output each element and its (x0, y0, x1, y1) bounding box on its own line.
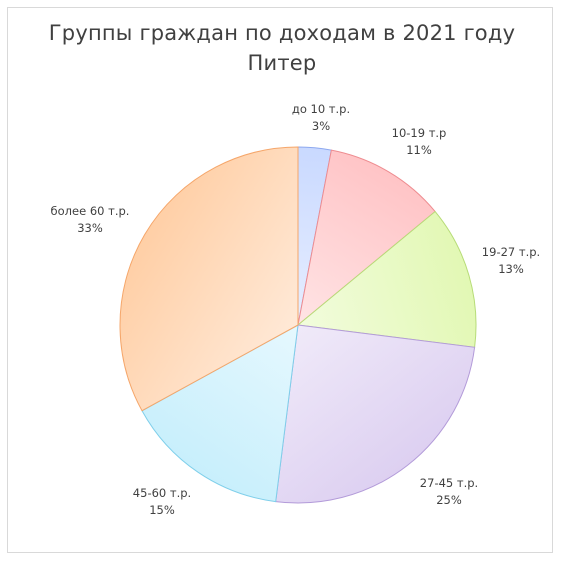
slice-value-label: 15% (149, 503, 175, 517)
slice-category-label: до 10 т.р. (291, 102, 351, 116)
slice-category-label: 10-19 т.р (391, 126, 447, 140)
pie-slice-5 (141, 324, 299, 503)
chart-title: Группы граждан по доходам в 2021 году Пи… (0, 18, 564, 78)
slice-label-3: 19-27 т.р. 13% (482, 244, 540, 278)
slice-category-label: более 60 т.р. (50, 204, 130, 218)
pie-slice-4 (275, 324, 476, 504)
slice-value-label: 25% (436, 493, 462, 507)
slice-category-label: 27-45 т.р. (419, 476, 479, 490)
chart-subtitle: Питер (247, 51, 317, 75)
slice-value-label: 33% (77, 221, 103, 235)
slice-category-label: 45-60 т.р. (132, 486, 192, 500)
slice-label-6: более 60 т.р. 33% (51, 203, 130, 237)
slice-label-5: 45-60 т.р. 15% (133, 485, 191, 519)
slice-value-label: 13% (498, 262, 524, 276)
pie-slice-3 (296, 210, 477, 348)
pie-slice-2 (297, 149, 436, 327)
slice-value-label: 11% (406, 143, 432, 157)
chart-title-line: Группы граждан по доходам в 2021 году (48, 21, 516, 45)
pie-slice-6 (119, 146, 299, 412)
slice-label-2: 10-19 т.р 11% (392, 125, 447, 159)
slice-label-1: до 10 т.р. 3% (292, 101, 350, 135)
slice-label-4: 27-45 т.р. 25% (420, 475, 478, 509)
slice-value-label: 3% (311, 119, 331, 133)
slice-category-label: 19-27 т.р. (481, 245, 541, 259)
